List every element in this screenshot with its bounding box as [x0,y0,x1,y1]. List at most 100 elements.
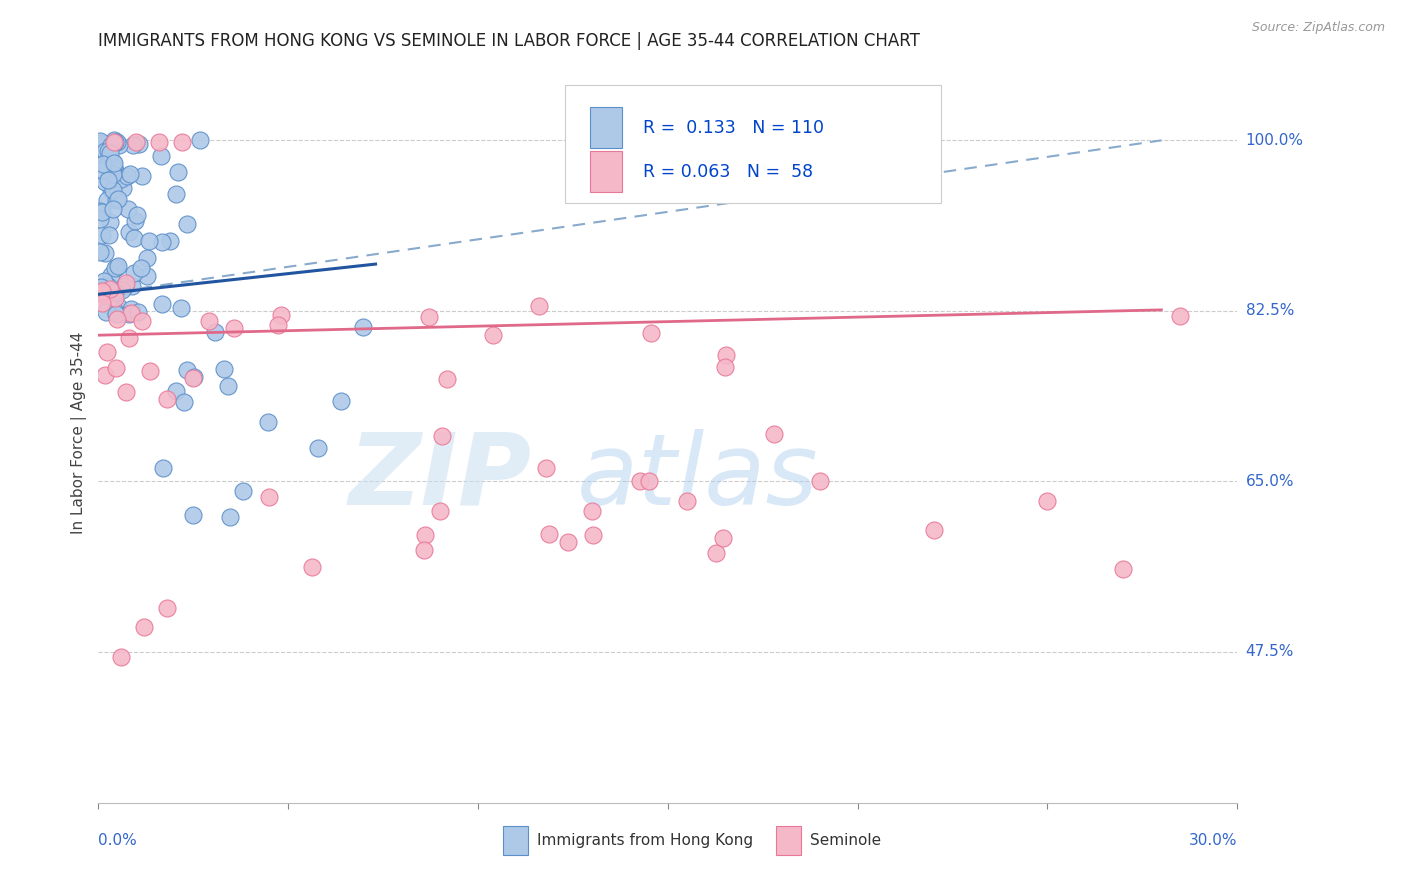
Point [432,429,454,443]
Point [105,360,128,375]
FancyBboxPatch shape [565,85,941,203]
Point [105,260,128,275]
Point [170,136,193,150]
Point [100,183,122,197]
Point [212,362,235,376]
Point [557,535,579,549]
Point [352,320,374,334]
Point [105,311,128,326]
Point [121,137,143,152]
Point [97,279,120,293]
Point [103,155,125,169]
Point [136,251,159,265]
Point [98,215,121,229]
Point [91,296,114,310]
Point [103,161,125,175]
Point [217,379,239,393]
Point [104,260,127,275]
Point [301,560,323,574]
Point [93,274,115,288]
Point [128,137,150,152]
Point [94,246,117,260]
Y-axis label: In Labor Force | Age 35-44: In Labor Force | Age 35-44 [72,332,87,533]
Point [120,306,142,320]
Point [97,297,120,311]
Point [429,503,451,517]
Point [105,286,128,301]
Point [101,167,124,181]
Point [711,531,734,545]
Point [101,155,124,169]
Point [922,523,945,537]
Point [267,318,290,332]
Point [714,359,737,374]
Point [808,475,831,489]
Point [110,649,132,664]
Point [91,157,114,171]
FancyBboxPatch shape [591,152,623,192]
Point [150,296,173,310]
Text: Seminole: Seminole [810,833,882,848]
Point [148,136,170,150]
Point [97,228,120,243]
Point [676,493,699,508]
Point [97,173,120,187]
Point [1170,309,1192,323]
Point [89,212,111,227]
Text: R =  0.133   N = 110: R = 0.133 N = 110 [643,119,824,136]
Point [138,234,160,248]
Point [131,314,153,328]
Point [183,370,205,384]
Point [232,484,254,499]
FancyBboxPatch shape [503,827,527,855]
Point [1112,562,1135,576]
Point [94,304,117,318]
Point [150,149,173,163]
Point [704,547,727,561]
Point [98,282,121,296]
Point [127,304,149,318]
Point [156,601,179,615]
Point [135,269,157,284]
Text: 100.0%: 100.0% [1246,133,1303,148]
FancyBboxPatch shape [776,827,801,855]
Point [103,302,125,317]
Point [124,266,146,280]
Point [115,169,138,183]
Point [104,163,127,178]
Point [108,137,131,152]
Point [165,384,187,398]
Point [131,169,153,183]
Point [91,286,114,301]
Point [93,144,115,158]
Point [127,208,149,222]
Point [107,260,129,274]
Text: 82.5%: 82.5% [1246,303,1294,318]
Point [197,314,219,328]
Point [100,268,122,283]
Point [1036,493,1059,508]
Point [536,461,558,475]
Point [183,508,205,523]
Point [762,427,785,442]
Point [96,158,118,172]
Point [257,491,280,505]
Point [100,285,122,300]
Point [482,328,505,343]
Point [329,393,352,408]
Point [117,225,139,239]
Point [111,283,134,297]
Point [104,285,127,299]
Text: IMMIGRANTS FROM HONG KONG VS SEMINOLE IN LABOR FORCE | AGE 35-44 CORRELATION CHA: IMMIGRANTS FROM HONG KONG VS SEMINOLE IN… [98,32,921,50]
Point [111,181,134,195]
Point [91,205,114,219]
Point [96,193,118,207]
Point [103,166,125,180]
Point [101,202,124,216]
Point [105,307,128,321]
Point [165,186,187,201]
Text: 47.5%: 47.5% [1246,644,1294,659]
Point [418,310,440,324]
Point [181,371,204,385]
Point [125,136,148,150]
